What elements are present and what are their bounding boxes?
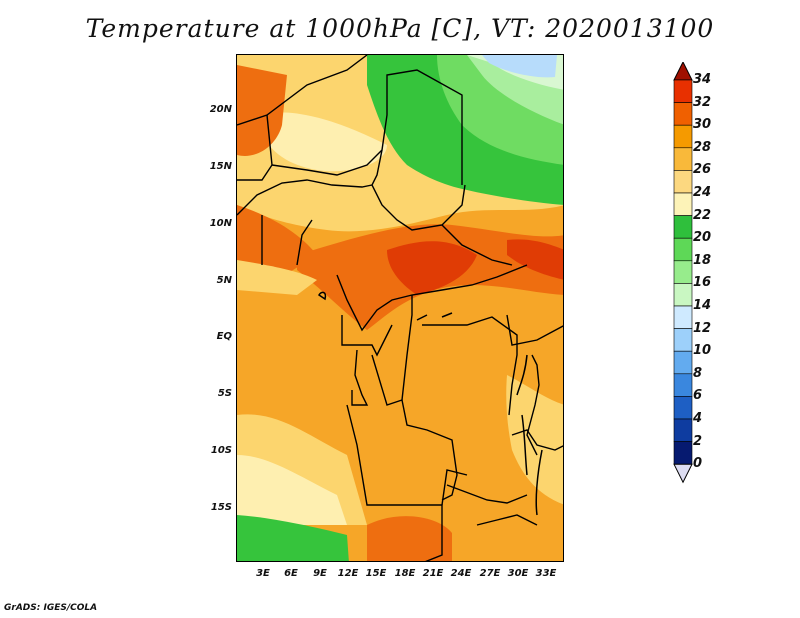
west-hot-patch-north [237, 65, 287, 156]
colorbar-label: 30 [693, 117, 712, 133]
colorbar [673, 62, 693, 484]
lat-tick-5s: 5S [217, 388, 232, 399]
lon-tick-15e: 15E [365, 568, 387, 579]
coast-mild-band [237, 260, 317, 295]
colorbar-segment [673, 283, 693, 307]
country-borders [237, 55, 563, 561]
colorbar-bottom-arrow [673, 463, 693, 484]
colorbar-label: 16 [693, 275, 712, 291]
colorbar-label: 20 [693, 230, 712, 246]
colorbar-label: 28 [693, 139, 712, 155]
colorbar-segment [673, 260, 693, 284]
lon-tick-33e: 33E [535, 568, 557, 579]
colorbar-label: 2 [693, 433, 703, 449]
map-title: Temperature at 1000hPa [C], VT: 20200131… [85, 14, 715, 43]
lon-tick-21e: 21E [422, 568, 444, 579]
colorbar-segment [673, 192, 693, 216]
south-hot-patch [367, 516, 452, 561]
colorbar-segment [673, 328, 693, 352]
lat-tick-10n: 10N [209, 218, 232, 229]
colorbar-segment [673, 396, 693, 420]
colorbar-label: 6 [693, 388, 703, 404]
lon-tick-12e: 12E [337, 568, 359, 579]
colorbar-segment [673, 373, 693, 397]
colorbar-label: 12 [693, 320, 712, 336]
colorbar-segment [673, 170, 693, 194]
lon-tick-18e: 18E [394, 568, 416, 579]
colorbar-segment [673, 215, 693, 239]
colorbar-segment [673, 124, 693, 149]
lon-tick-6e: 6E [284, 568, 298, 579]
colorbar-segment [673, 147, 693, 171]
lat-tick-eq: EQ [216, 331, 232, 342]
lat-tick-15s: 15S [210, 502, 232, 513]
colorbar-label: 10 [693, 343, 712, 359]
hottest-core-west [387, 241, 477, 295]
colorbar-label: 0 [693, 456, 703, 472]
southwest-green-zone [237, 515, 349, 561]
colorbar-segment [673, 441, 693, 465]
colorbar-label: 14 [693, 298, 712, 313]
colorbar-segment [673, 237, 693, 262]
lake-outlines [318, 291, 543, 516]
colorbar-segment [673, 102, 693, 126]
hottest-core-east [507, 239, 563, 280]
lon-tick-24e: 24E [450, 568, 472, 579]
map-canvas [237, 55, 563, 561]
east-mild-zone [506, 375, 563, 505]
temperature-map [236, 54, 564, 562]
southwest-cool-zone [237, 455, 347, 525]
lat-tick-5n: 5N [216, 275, 232, 286]
colorbar-label: 34 [693, 72, 712, 87]
lon-tick-9e: 9E [313, 568, 327, 579]
colorbar-label: 32 [693, 94, 712, 110]
colorbar-segment [673, 350, 693, 375]
northeast-blue-zone [482, 55, 557, 78]
lat-tick-10s: 10S [210, 445, 232, 456]
colorbar-segment [673, 418, 693, 442]
colorbar-label: 26 [693, 162, 712, 178]
colorbar-label: 18 [693, 252, 712, 268]
lon-tick-27e: 27E [479, 568, 501, 579]
lat-tick-15n: 15N [209, 161, 232, 172]
colorbar-label: 4 [693, 411, 703, 426]
colorbar-segment [673, 305, 693, 329]
colorbar-label: 24 [693, 185, 712, 200]
lat-tick-20n: 20N [209, 104, 232, 115]
colorbar-label: 22 [693, 207, 712, 223]
lon-tick-3e: 3E [256, 568, 270, 579]
colorbar-segment [673, 79, 693, 103]
lon-tick-30e: 30E [507, 568, 529, 579]
colorbar-label: 8 [693, 365, 703, 381]
grads-credit: GrADS: IGES/COLA [4, 603, 98, 613]
sahara-cool-patch [257, 112, 387, 172]
colorbar-top-arrow [673, 62, 693, 81]
